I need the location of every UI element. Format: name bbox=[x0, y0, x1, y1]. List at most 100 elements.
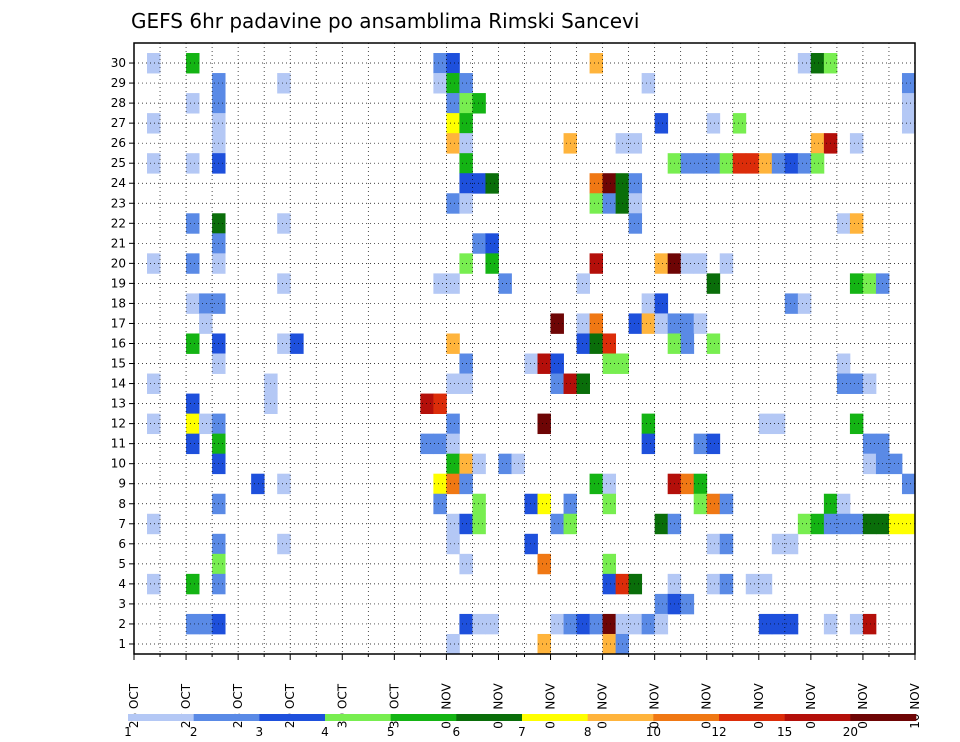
x-tick-label: 31 OCT bbox=[387, 683, 401, 728]
heatmap-cell bbox=[680, 153, 695, 174]
y-tick-label: 4 bbox=[118, 577, 126, 591]
heatmap-cell bbox=[420, 393, 434, 414]
heatmap-cell bbox=[537, 413, 551, 435]
heatmap-cell bbox=[784, 293, 799, 314]
color-legend: 1 2 3 4 5 6 7 8 10 12 15 20 bbox=[124, 714, 917, 739]
heatmap-cell bbox=[628, 173, 643, 194]
heatmap-cell bbox=[186, 153, 200, 174]
x-tick-label: 28 OCT bbox=[231, 683, 245, 728]
x-tick-label: 29 OCT bbox=[283, 683, 297, 728]
x-tick-label: 02 NOV bbox=[491, 682, 505, 728]
heatmap-cell bbox=[550, 353, 564, 374]
legend-swatch bbox=[259, 714, 326, 721]
heatmap-cell bbox=[186, 293, 200, 314]
heatmap-cell bbox=[706, 333, 721, 354]
y-tick-label: 5 bbox=[118, 557, 126, 571]
heatmap-cell bbox=[589, 53, 603, 74]
heatmap-cell bbox=[680, 473, 695, 495]
heatmap-cell bbox=[186, 333, 200, 354]
heatmap-cell bbox=[862, 373, 877, 394]
heatmap-cell bbox=[862, 513, 877, 535]
heatmap-cell bbox=[628, 313, 643, 334]
y-tick-label: 21 bbox=[111, 236, 126, 250]
y-tick-label: 24 bbox=[111, 176, 126, 190]
heatmap-cell bbox=[537, 493, 551, 515]
heatmap-cell bbox=[446, 413, 460, 435]
heatmap-cell bbox=[277, 473, 291, 495]
legend-label: 1 bbox=[124, 725, 132, 739]
heatmap-cell bbox=[758, 413, 773, 435]
heatmap-cell bbox=[446, 333, 460, 354]
y-tick-label: 15 bbox=[111, 357, 126, 371]
heatmap-cell bbox=[706, 113, 721, 134]
heatmap-cell bbox=[498, 453, 512, 475]
heatmap-cell bbox=[446, 513, 460, 535]
heatmap-cell bbox=[199, 413, 213, 435]
heatmap-cell bbox=[537, 633, 551, 655]
heatmap-cell bbox=[472, 93, 486, 114]
heatmap-cell bbox=[758, 613, 773, 635]
heatmap-cell bbox=[849, 373, 864, 394]
y-tick-label: 20 bbox=[111, 256, 126, 270]
y-tick-label: 12 bbox=[111, 417, 126, 431]
heatmap-cell bbox=[433, 73, 447, 94]
y-tick-label: 7 bbox=[118, 517, 126, 531]
heatmap-cell bbox=[589, 253, 603, 274]
heatmap-cell bbox=[901, 73, 916, 94]
heatmap-cell bbox=[420, 433, 434, 455]
heatmap-cell bbox=[693, 313, 708, 334]
heatmap-cell bbox=[732, 113, 747, 134]
heatmap-cell bbox=[862, 433, 877, 455]
y-tick-label: 14 bbox=[111, 377, 126, 391]
legend-swatch bbox=[850, 714, 917, 721]
heatmap-cell bbox=[654, 313, 669, 334]
heatmap-cell bbox=[628, 613, 643, 635]
heatmap-cell bbox=[446, 273, 460, 294]
heatmap-cell bbox=[810, 133, 825, 154]
heatmap-cell bbox=[550, 613, 564, 635]
x-tick-label: 10 NOV bbox=[908, 682, 922, 728]
chart-title: GEFS 6hr padavine po ansamblima Rimski S… bbox=[131, 9, 639, 33]
heatmap-cell bbox=[576, 333, 590, 354]
x-tick-label: 30 OCT bbox=[335, 683, 349, 728]
heatmap-cell bbox=[589, 333, 603, 354]
y-tick-label: 28 bbox=[111, 96, 126, 110]
heatmap-cell bbox=[446, 113, 460, 134]
heatmap-cell bbox=[199, 313, 213, 334]
legend-label: 2 bbox=[190, 725, 198, 739]
heatmap-cell bbox=[446, 433, 460, 455]
heatmap-cell bbox=[537, 353, 551, 374]
heatmap-cell bbox=[641, 433, 656, 455]
legend-swatch bbox=[784, 714, 851, 721]
plot-frame bbox=[133, 42, 916, 655]
heatmap-cell bbox=[602, 613, 617, 635]
heatmap-cell bbox=[147, 113, 161, 134]
legend-swatch bbox=[522, 714, 588, 721]
heatmap-cell bbox=[589, 473, 603, 495]
y-tick-label: 30 bbox=[111, 56, 126, 70]
y-tick-label: 19 bbox=[111, 276, 126, 290]
legend-label: 10 bbox=[646, 725, 661, 739]
legend-label: 7 bbox=[518, 725, 526, 739]
x-tick-label: 03 NOV bbox=[544, 682, 558, 728]
heatmap-cell bbox=[485, 613, 499, 635]
heatmap-cell bbox=[433, 273, 447, 294]
y-tick-label: 10 bbox=[111, 457, 126, 471]
heatmap-cell bbox=[186, 573, 200, 595]
heatmap-cell bbox=[706, 433, 721, 455]
y-tick-label: 3 bbox=[118, 597, 126, 611]
heatmap-cell bbox=[589, 173, 603, 194]
heatmap-cell bbox=[602, 573, 617, 595]
heatmap-cell bbox=[745, 153, 760, 174]
y-tick-label: 8 bbox=[118, 497, 126, 511]
heatmap-cell bbox=[186, 613, 200, 635]
heatmap-cell bbox=[576, 373, 590, 394]
heatmap-cell bbox=[472, 453, 486, 475]
x-tick-label: 06 NOV bbox=[700, 682, 714, 728]
heatmap-cell bbox=[706, 273, 721, 294]
heatmap-cell bbox=[550, 513, 564, 535]
legend-label: 12 bbox=[711, 725, 726, 739]
heatmap-cell bbox=[550, 313, 564, 334]
heatmap-cell bbox=[628, 133, 643, 154]
heatmap-cell bbox=[797, 293, 812, 314]
